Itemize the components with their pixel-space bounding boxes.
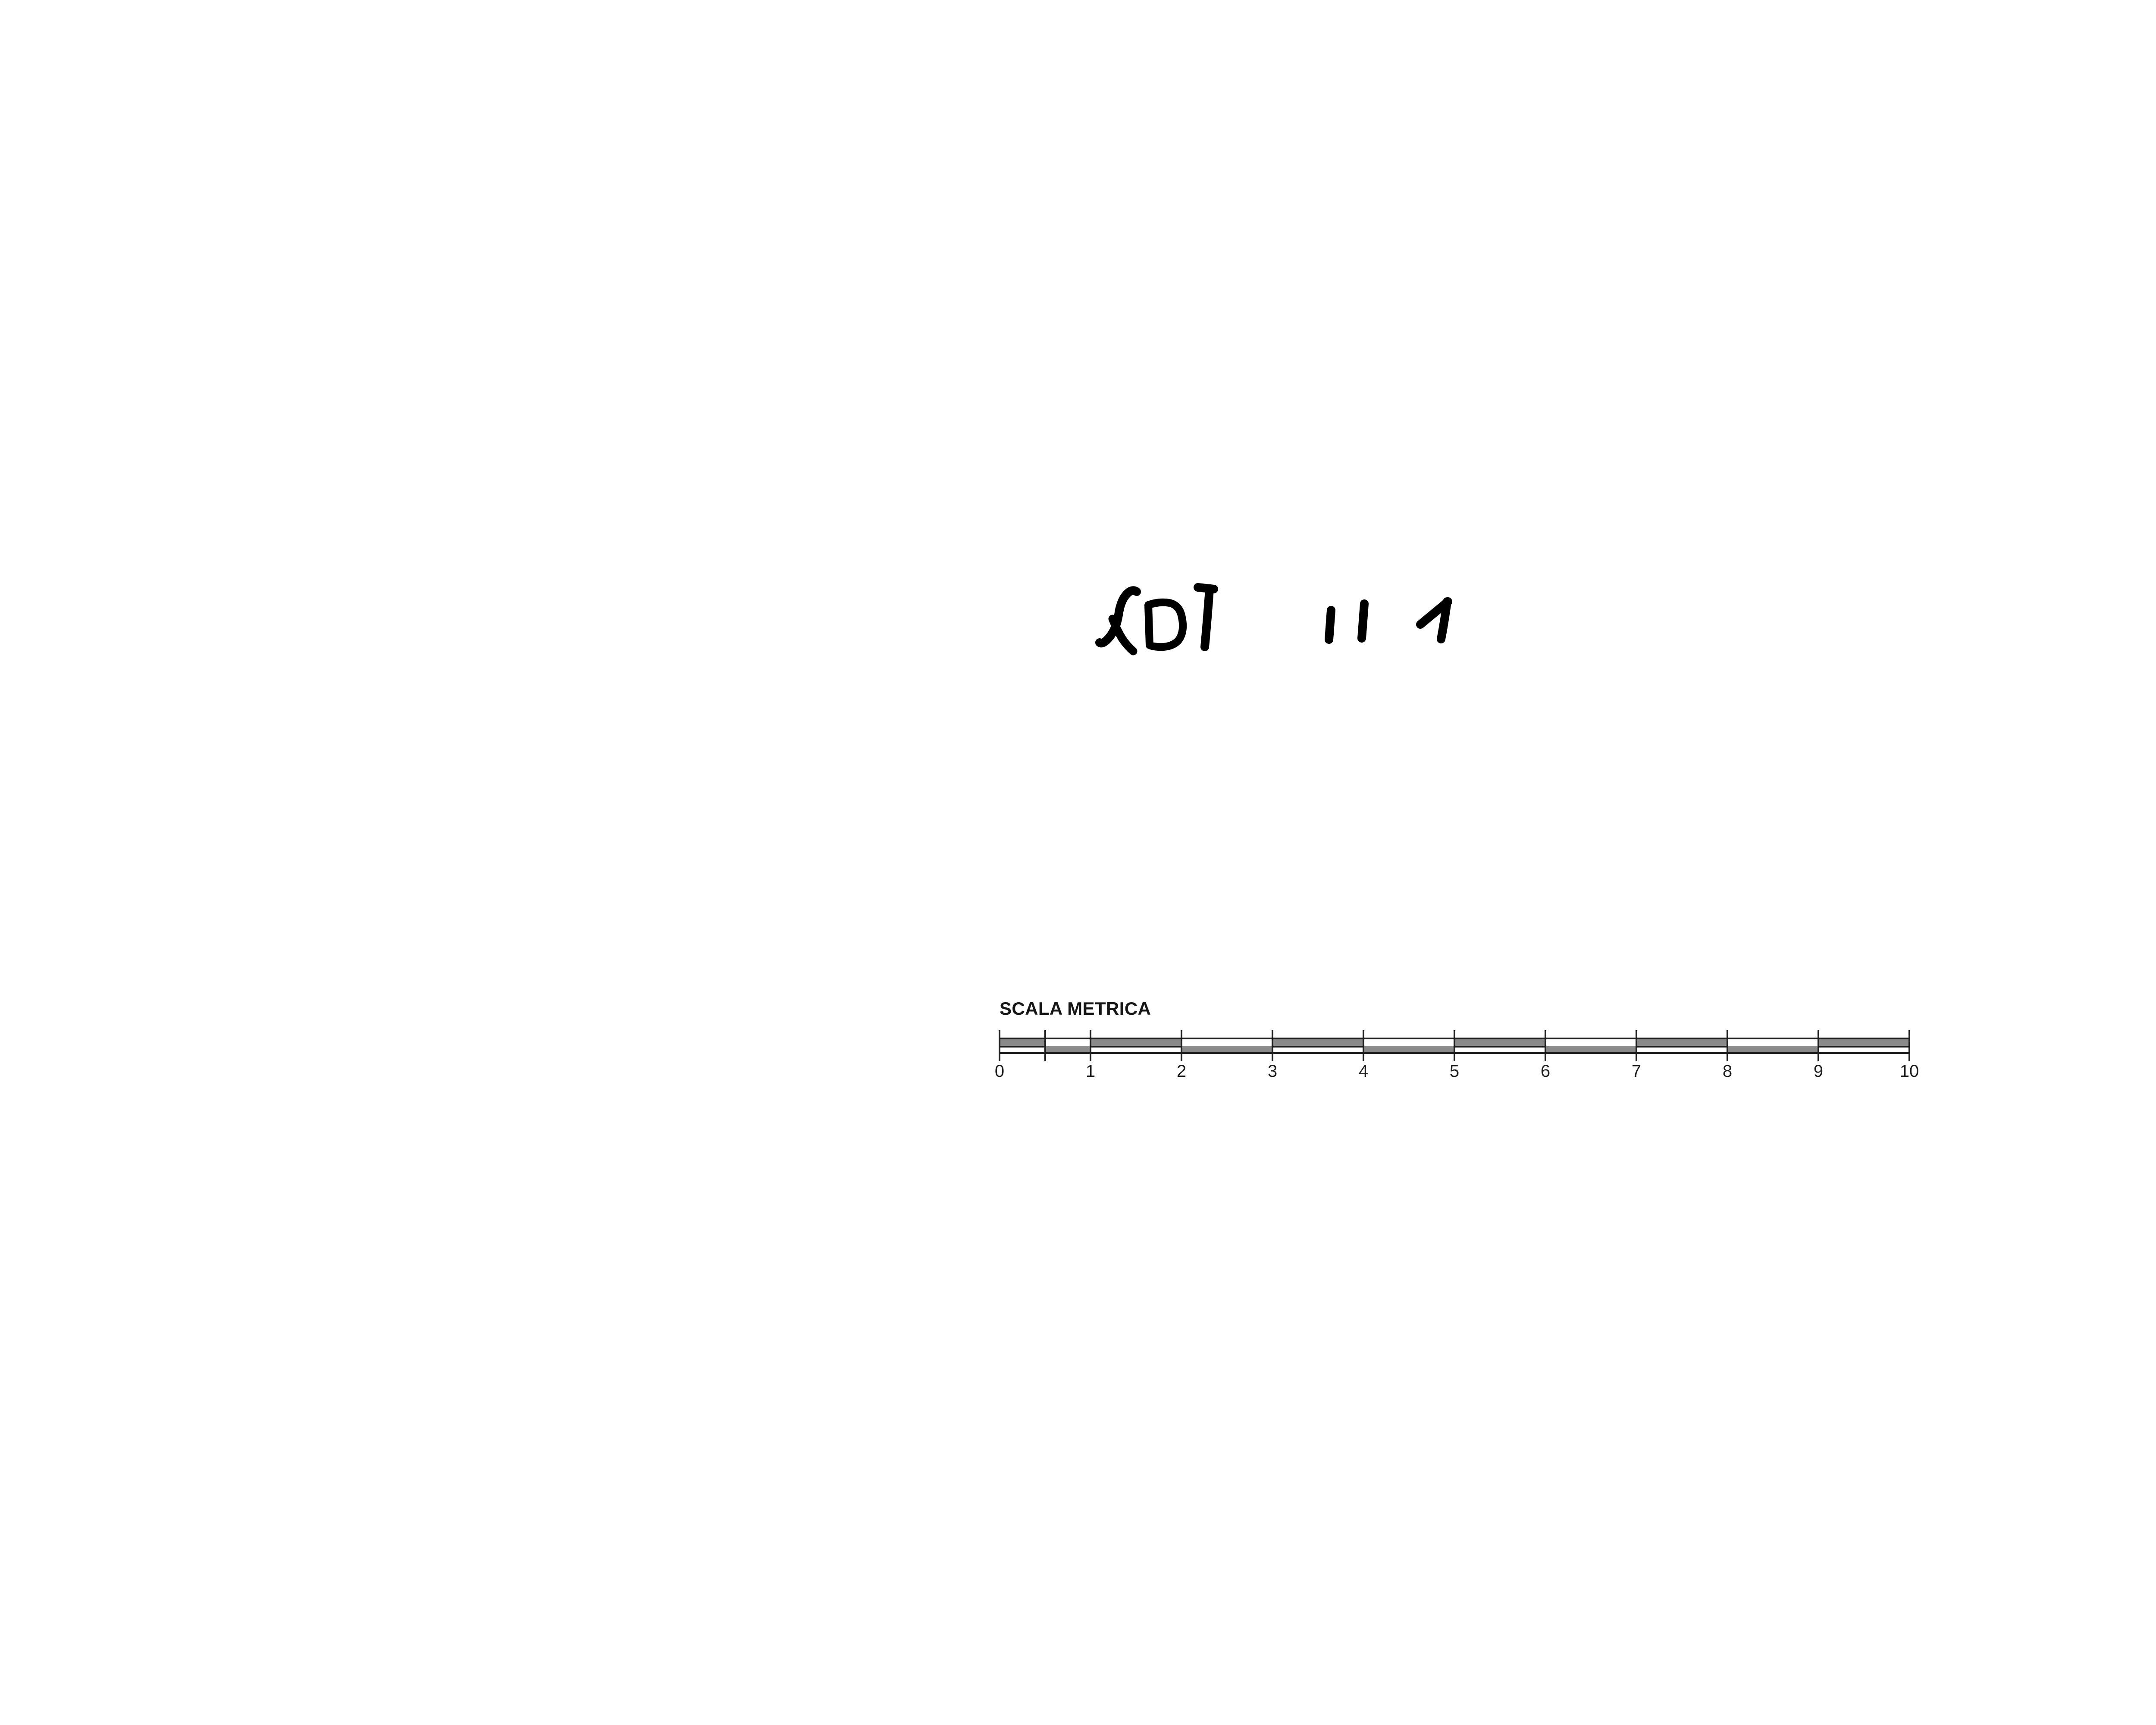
scale-bar-tick-half [1044, 1030, 1046, 1061]
tally-stroke-2 [1357, 599, 1369, 643]
scale-bar-segment [1545, 1046, 1636, 1052]
scale-bar-title: SCALA METRICA [1000, 998, 1151, 1019]
scale-bar-tick-label: 8 [1722, 1062, 1733, 1081]
scale-bar-tick-label: 0 [994, 1062, 1005, 1081]
integral-stroke [1095, 586, 1141, 648]
scale-bar-tick-label: 3 [1267, 1062, 1278, 1081]
scale-bar-tick-label: 2 [1176, 1062, 1187, 1081]
scale-bar-tick-label: 7 [1631, 1062, 1642, 1081]
scale-bar-segment [1000, 1039, 1045, 1046]
scale-bar-tick-label: 1 [1085, 1062, 1096, 1081]
handwritten-annotation [1061, 578, 1535, 677]
scale-bar-tick-label: 9 [1813, 1062, 1824, 1081]
scale-bar-tick-label: 4 [1358, 1062, 1369, 1081]
scale-bar: SCALA METRICA 0 1 2 3 4 5 6 7 8 9 10 [995, 998, 1948, 1087]
scale-bar-tick [1181, 1030, 1182, 1061]
scale-bar-tick [1636, 1030, 1637, 1061]
scale-bar-tick [1363, 1030, 1364, 1061]
scale-bar-tick [1545, 1030, 1546, 1061]
scale-bar-graphic [999, 1030, 1910, 1061]
scale-bar-tick [1454, 1030, 1455, 1061]
integral-stroke-tail [1108, 615, 1138, 656]
digit-one-stem [1437, 597, 1451, 643]
scale-bar-tick [1272, 1030, 1273, 1061]
scale-bar-segment [1454, 1039, 1545, 1046]
scale-bar-tick [1818, 1030, 1819, 1061]
scale-bar-tick [1727, 1030, 1728, 1061]
scale-bar-row-bottom [1000, 1046, 1909, 1052]
scale-bar-segment [1727, 1046, 1818, 1052]
scale-bar-tick-label: 6 [1540, 1062, 1551, 1081]
scale-bar-segment [1363, 1046, 1454, 1052]
scale-bar-segment [1091, 1039, 1181, 1046]
scale-bar-segment [1045, 1046, 1091, 1052]
scale-bar-tick-label: 5 [1449, 1062, 1460, 1081]
tally-stroke-1 [1325, 606, 1335, 644]
vertical-bar-stem [1200, 585, 1214, 651]
scale-bar-tick [1090, 1030, 1091, 1061]
scale-bar-segment [1272, 1039, 1363, 1046]
scale-bar-segment [1181, 1046, 1272, 1052]
scale-bar-segment [1818, 1039, 1909, 1046]
scale-bar-tick-label: 10 [1899, 1062, 1919, 1081]
scale-bar-tick [1908, 1030, 1910, 1061]
scale-bar-segment [1636, 1039, 1727, 1046]
scale-bar-tick [999, 1030, 1000, 1061]
scale-bar-labels: 0 1 2 3 4 5 6 7 8 9 10 [995, 1062, 1919, 1087]
letter-d-stroke [1144, 598, 1187, 651]
